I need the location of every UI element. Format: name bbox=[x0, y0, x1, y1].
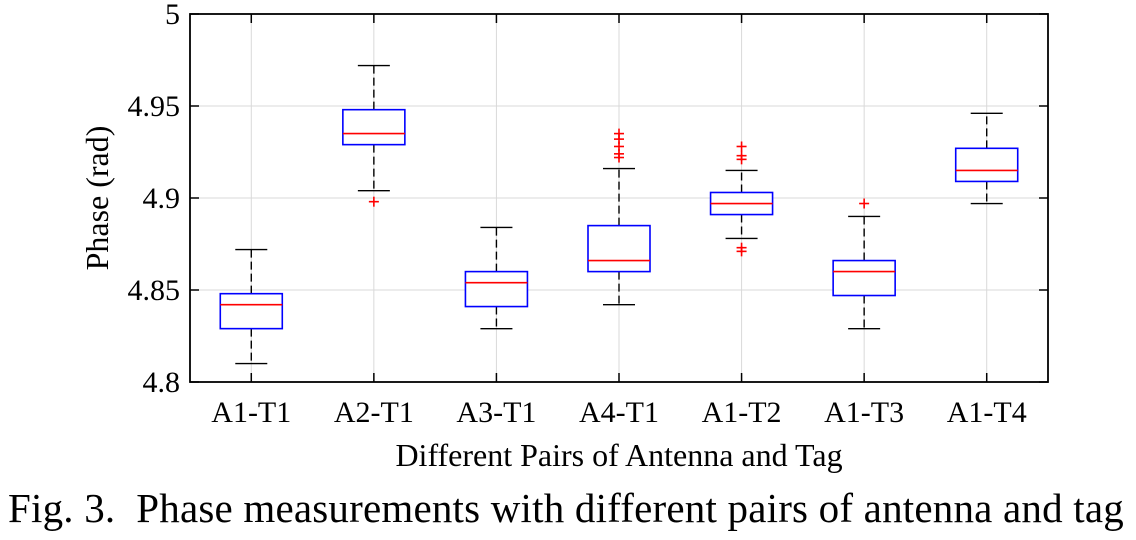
box-a1-t2 bbox=[709, 141, 774, 257]
iqr-box bbox=[219, 292, 284, 330]
x-axis-label: Different Pairs of Antenna and Tag bbox=[395, 437, 842, 473]
box-a4-t1 bbox=[587, 128, 651, 306]
y-tick-label: 4.85 bbox=[128, 274, 181, 307]
axes bbox=[189, 13, 1049, 383]
x-tick-label: A3-T1 bbox=[456, 396, 536, 429]
outlier-marker bbox=[736, 242, 747, 253]
iqr-box bbox=[832, 259, 896, 297]
outlier-marker bbox=[736, 150, 747, 161]
iqr-box bbox=[342, 108, 406, 146]
tick-labels: 4.8 4.85 4.9 4.95 5 A1-T1 A2-T1 A3-T1 A4-T1 A1-T2… bbox=[128, 0, 1027, 429]
box-a1-t4 bbox=[954, 112, 1019, 205]
iqr-box bbox=[954, 147, 1019, 183]
x-tick-label: A4-T1 bbox=[579, 396, 659, 429]
plot-frame bbox=[189, 13, 1049, 383]
outlier-marker bbox=[736, 141, 747, 152]
box-a3-t1 bbox=[464, 226, 529, 330]
y-tick-label: 5 bbox=[165, 0, 180, 31]
outlier-marker bbox=[614, 128, 624, 139]
outlier-marker bbox=[859, 198, 870, 209]
x-tick-label: A2-T1 bbox=[334, 396, 414, 429]
box-a1-t1 bbox=[219, 248, 284, 365]
box-a1-t3 bbox=[832, 198, 896, 330]
y-tick-label: 4.95 bbox=[128, 90, 181, 123]
box-a2-t1 bbox=[342, 64, 406, 207]
x-tick-label: A1-T3 bbox=[824, 396, 904, 429]
y-axis-label: Phase (rad) bbox=[79, 126, 115, 271]
iqr-box bbox=[587, 224, 651, 273]
phase-boxplot-chart: 4.8 4.85 4.9 4.95 5 A1-T1 A2-T1 A3-T1 A4-T1 A1-T2… bbox=[79, 0, 1049, 473]
outlier-marker bbox=[368, 196, 379, 207]
iqr-box bbox=[464, 270, 529, 308]
caption-prefix: Fig. 3. bbox=[8, 485, 116, 531]
figure-caption: Fig. 3. Phase measurements with differen… bbox=[8, 484, 1136, 532]
x-tick-label: A1-T4 bbox=[947, 396, 1027, 429]
x-tick-label: A1-T1 bbox=[211, 396, 291, 429]
x-tick-label: A1-T2 bbox=[702, 396, 782, 429]
box-series bbox=[219, 64, 1019, 365]
y-tick-label: 4.9 bbox=[143, 182, 181, 215]
y-tick-label: 4.8 bbox=[143, 366, 181, 399]
caption-text: Phase measurements with different pairs … bbox=[136, 485, 1124, 531]
